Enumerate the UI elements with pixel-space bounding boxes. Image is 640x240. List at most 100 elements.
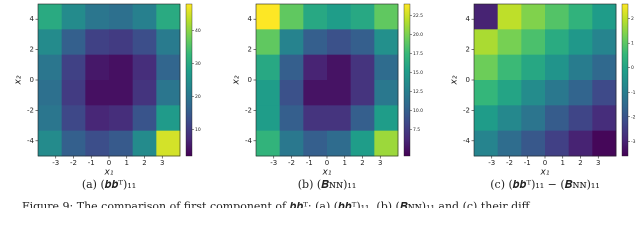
heat-cell <box>303 4 328 30</box>
heat-cell <box>497 29 522 56</box>
heat-cell <box>374 29 399 56</box>
x-tick-label: 0 <box>325 159 329 167</box>
heat-cell <box>545 4 570 30</box>
heat-cell <box>374 4 399 30</box>
y-tick-label: -4 <box>27 137 35 145</box>
x-tick-label: -1 <box>306 159 313 167</box>
colorbar-tick-label: 40 <box>195 28 201 34</box>
heat-cell <box>256 4 281 30</box>
page: {"chart_data":[ {"type":"heatmap","color… <box>13 3 636 208</box>
heat-cell <box>521 105 546 132</box>
x-axis-label: x₁ <box>322 168 332 178</box>
x-tick-label: -1 <box>524 159 531 167</box>
heat-cell <box>85 4 110 30</box>
heat-cell <box>521 80 546 106</box>
y-tick-label: -2 <box>245 106 252 114</box>
heat-cell <box>109 29 134 56</box>
y-axis-label: x₂ <box>450 75 460 85</box>
x-tick-label: 1 <box>561 159 565 167</box>
heat-cell <box>474 29 499 56</box>
heat-cell <box>568 29 593 56</box>
heat-cell <box>374 54 399 81</box>
heat-cell <box>85 80 110 106</box>
x-tick-label: 3 <box>160 159 164 167</box>
x-tick-label: 1 <box>125 159 129 167</box>
heat-cell <box>497 54 522 81</box>
heat-cell <box>568 80 593 106</box>
heat-cell <box>568 105 593 132</box>
colorbar <box>403 3 411 157</box>
heat-cell <box>497 130 522 157</box>
x-axis-label: x₁ <box>540 168 550 178</box>
heat-cell <box>61 29 86 56</box>
heat-cell <box>374 105 399 132</box>
y-tick-label: 2 <box>248 46 252 54</box>
y-tick-label: 4 <box>30 15 35 23</box>
x-tick-label: -3 <box>488 159 495 167</box>
heat-cell <box>256 105 281 132</box>
heat-cell <box>303 130 328 157</box>
figure: Figure 9: The comparison of first compon… <box>14 3 636 208</box>
heat-cell <box>156 29 181 56</box>
heat-cell <box>303 105 328 132</box>
heat-cell <box>132 80 157 106</box>
x-tick-label: -3 <box>270 159 277 167</box>
y-tick-label: 0 <box>248 76 252 84</box>
x-tick-label: -2 <box>506 159 513 167</box>
heat-cell <box>109 105 134 132</box>
heat-cell <box>279 105 304 132</box>
heat-cell <box>350 4 375 30</box>
heat-cell <box>38 105 63 132</box>
heat-cell <box>61 105 86 132</box>
colorbar-tick-label: 30 <box>195 61 201 67</box>
y-axis-label: x₂ <box>14 75 24 85</box>
x-tick-label: -2 <box>70 159 77 167</box>
heat-cell <box>279 80 304 106</box>
heat-cell <box>109 4 134 30</box>
heat-cell <box>61 130 86 157</box>
x-tick-label: 3 <box>378 159 382 167</box>
colorbar-tick-label: -3 <box>631 139 636 145</box>
heat-cell <box>109 130 134 157</box>
colorbar-tick-label: -1 <box>631 90 636 96</box>
y-tick-label: -2 <box>463 106 470 114</box>
colorbar-tick-label: 20 <box>195 94 201 100</box>
heat-cell <box>521 130 546 157</box>
x-tick-label: -2 <box>288 159 295 167</box>
x-tick-label: -3 <box>52 159 59 167</box>
x-tick-label: 3 <box>596 159 600 167</box>
heat-cell <box>350 80 375 106</box>
heat-cell <box>545 54 570 81</box>
y-tick-label: -4 <box>245 137 253 145</box>
heat-cell <box>350 105 375 132</box>
heat-cell <box>38 29 63 56</box>
heat-cell <box>545 80 570 106</box>
heat-cell <box>256 130 281 157</box>
heat-cell <box>279 29 304 56</box>
colorbar-tick-label: -2 <box>631 114 636 120</box>
heat-cell <box>303 54 328 81</box>
heat-cell <box>497 80 522 106</box>
x-tick-label: 0 <box>107 159 111 167</box>
heat-cell <box>279 130 304 157</box>
x-tick-label: -1 <box>88 159 95 167</box>
colorbar-tick-label: 12.5 <box>413 89 423 95</box>
heat-cell <box>474 130 499 157</box>
y-tick-label: 2 <box>466 46 470 54</box>
heat-cell <box>156 130 181 157</box>
heat-cell <box>256 29 281 56</box>
heat-cell <box>61 80 86 106</box>
y-tick-label: 0 <box>466 76 470 84</box>
heat-cell <box>497 4 522 30</box>
colorbar-tick-label: 2 <box>631 16 634 22</box>
heat-cell <box>303 80 328 106</box>
colorbar <box>621 3 629 157</box>
y-axis-label: x₂ <box>232 75 242 85</box>
heat-cell <box>474 54 499 81</box>
heat-cell <box>156 54 181 81</box>
heat-cell <box>109 80 134 106</box>
heat-cell <box>327 54 352 81</box>
colorbar-tick-label: 22.5 <box>413 13 423 19</box>
colorbar-tick-label: 20.0 <box>413 32 423 38</box>
colorbar-tick-label: 1 <box>631 41 634 47</box>
